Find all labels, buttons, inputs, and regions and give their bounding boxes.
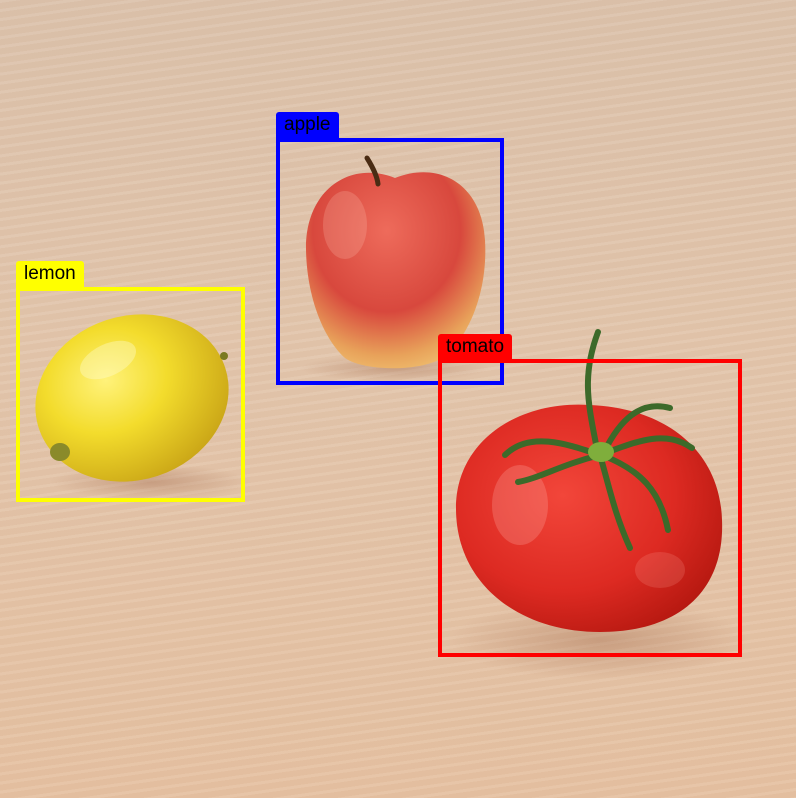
apple-bounding-box [276, 138, 504, 385]
lemon-label: lemon [16, 261, 84, 287]
tomato-bounding-box [438, 359, 742, 657]
tomato-label: tomato [438, 334, 513, 360]
lemon-fruit [35, 314, 229, 482]
apple-fruit [305, 155, 486, 369]
lemon-bounding-box [16, 287, 245, 502]
apple-label: apple [276, 112, 339, 138]
tomato-shadow [450, 600, 750, 680]
tomato-fruit [455, 329, 723, 632]
